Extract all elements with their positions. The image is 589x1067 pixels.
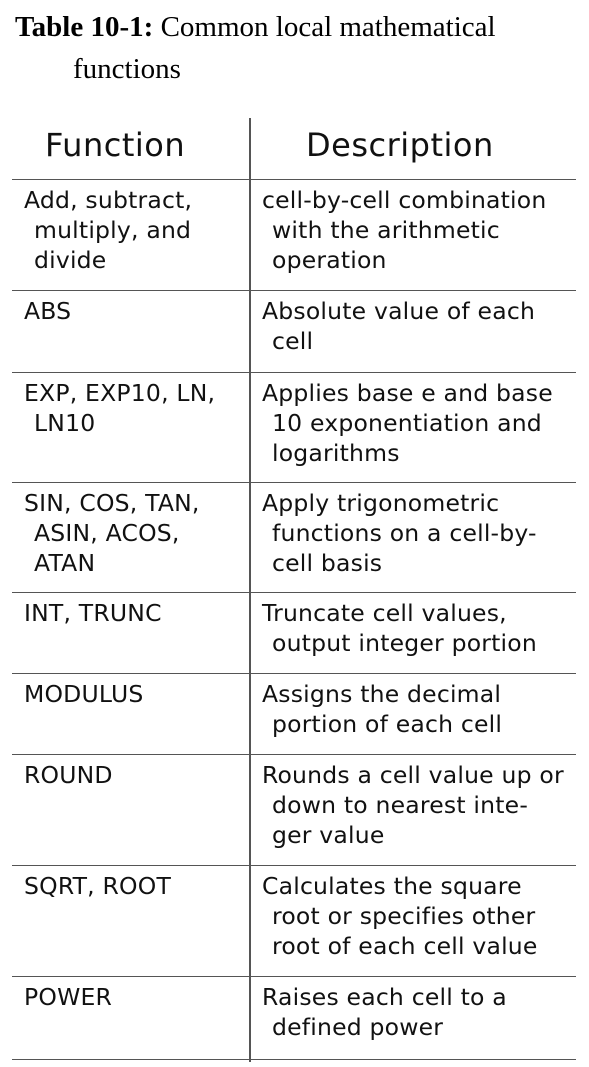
caption-text: Common local mathematical (153, 11, 496, 43)
table-row: MODULUS Assigns the decimal portion of e… (12, 674, 576, 755)
table-row: EXP, EXP10, LN, LN10 Applies base e and … (12, 373, 576, 483)
description-cell: Assigns the decimal portion of each cell (262, 679, 574, 739)
cell-line: multiply, and (34, 216, 192, 244)
cell-line: defined power (272, 1013, 444, 1041)
cell-line: divide (34, 246, 107, 274)
description-cell: cell-by-cell combination with the arithm… (262, 185, 574, 275)
description-cell: Applies base e and base 10 exponentiatio… (262, 378, 574, 468)
column-divider (249, 118, 251, 1062)
caption-line-1: Table 10-1: Common local mathematical (15, 6, 580, 48)
description-cell: Raises each cell to a defined power (262, 982, 574, 1042)
function-cell: EXP, EXP10, LN, LN10 (24, 378, 246, 438)
table-row: ROUND Rounds a cell value up or down to … (12, 755, 576, 866)
cell-line: portion of each cell (272, 710, 503, 738)
cell-line: down to nearest inte- (272, 791, 528, 819)
table-row: INT, TRUNC Truncate cell values, output … (12, 593, 576, 674)
function-cell: SIN, COS, TAN, ASIN, ACOS, ATAN (24, 488, 246, 578)
cell-line: cell-by-cell combination (262, 186, 547, 214)
table-row: Add, subtract, multiply, and divide cell… (12, 180, 576, 291)
cell-line: functions on a cell-by- (272, 519, 537, 547)
description-cell: Absolute value of each cell (262, 296, 574, 356)
cell-line: with the arithmetic (272, 216, 500, 244)
table-row: ABS Absolute value of each cell (12, 291, 576, 373)
cell-line: Add, subtract, (24, 186, 193, 214)
function-cell: POWER (24, 982, 246, 1012)
cell-line: operation (272, 246, 387, 274)
cell-line: output integer portion (272, 629, 537, 657)
cell-line: Calculates the square (262, 872, 522, 900)
cell-line: logarithms (272, 439, 400, 467)
function-cell: ROUND (24, 760, 246, 790)
cell-line: MODULUS (24, 680, 144, 708)
cell-line: ABS (24, 297, 72, 325)
cell-line: Rounds a cell value up or (262, 761, 564, 789)
cell-line: SIN, COS, TAN, (24, 489, 200, 517)
header-description: Description (306, 126, 494, 164)
cell-line: ASIN, ACOS, (34, 519, 180, 547)
function-cell: Add, subtract, multiply, and divide (24, 185, 246, 275)
cell-line: Applies base e and base (262, 379, 553, 407)
cell-line: ATAN (34, 549, 96, 577)
description-cell: Truncate cell values, output integer por… (262, 598, 574, 658)
table-row: SIN, COS, TAN, ASIN, ACOS, ATAN Apply tr… (12, 483, 576, 593)
cell-line: Absolute value of each (262, 297, 536, 325)
header-function: Function (45, 126, 186, 164)
cell-line: Truncate cell values, (262, 599, 507, 627)
cell-line: cell basis (272, 549, 383, 577)
caption-line-2: functions (73, 53, 181, 85)
function-cell: ABS (24, 296, 246, 326)
description-cell: Rounds a cell value up or down to neares… (262, 760, 574, 850)
description-cell: Calculates the square root or specifies … (262, 871, 574, 961)
table-row: SQRT, ROOT Calculates the square root or… (12, 866, 576, 977)
cell-line: EXP, EXP10, LN, (24, 379, 216, 407)
cell-line: Apply trigonometric (262, 489, 500, 517)
cell-line: SQRT, ROOT (24, 872, 172, 900)
cell-line: POWER (24, 983, 113, 1011)
table-row: POWER Raises each cell to a defined powe… (12, 977, 576, 1060)
cell-line: cell (272, 327, 314, 355)
cell-line: ger value (272, 821, 385, 849)
table-caption: Table 10-1: Common local mathematical fu… (15, 6, 580, 90)
cell-line: LN10 (34, 409, 96, 437)
cell-line: Raises each cell to a (262, 983, 507, 1011)
caption-label: Table 10-1: (15, 11, 154, 43)
cell-line: 10 exponentiation and (272, 409, 542, 437)
table-header-row: Function Description (12, 118, 576, 180)
description-cell: Apply trigonometric functions on a cell-… (262, 488, 574, 578)
function-cell: INT, TRUNC (24, 598, 246, 628)
cell-line: Assigns the decimal (262, 680, 502, 708)
cell-line: ROUND (24, 761, 113, 789)
function-cell: SQRT, ROOT (24, 871, 246, 901)
cell-line: root of each cell value (272, 932, 538, 960)
functions-table: Function Description Add, subtract, mult… (12, 118, 576, 1062)
cell-line: root or specifies other (272, 902, 536, 930)
cell-line: INT, TRUNC (24, 599, 162, 627)
function-cell: MODULUS (24, 679, 246, 709)
